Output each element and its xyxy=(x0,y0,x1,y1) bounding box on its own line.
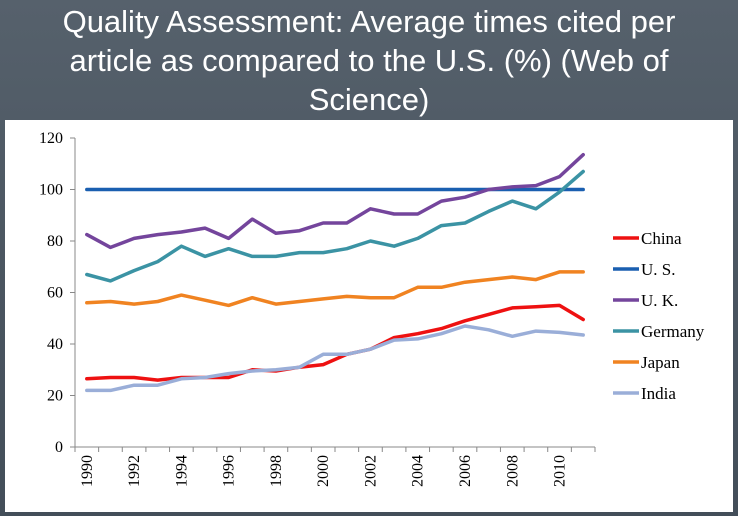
slide-title-line-2: article as compared to the U.S. (%) (Web… xyxy=(69,43,669,78)
y-tick-label: 120 xyxy=(39,130,63,147)
legend-label-u-s: U. S. xyxy=(641,260,675,279)
y-tick-label: 40 xyxy=(47,336,63,353)
legend-label-india: India xyxy=(641,384,676,403)
x-tick-label: 2010 xyxy=(552,455,569,487)
legend-label-u-k: U. K. xyxy=(641,291,678,310)
chart-panel: 0 20 40 60 80 100 120 1990 1992 1994 1996 1998 2000 2… xyxy=(5,120,733,512)
y-tick-label: 60 xyxy=(47,285,63,302)
y-tick-label: 100 xyxy=(39,182,63,199)
x-tick-label: 2008 xyxy=(504,455,521,487)
series-line-germany xyxy=(85,169,585,283)
y-tick-label: 80 xyxy=(47,233,63,250)
series-line-japan xyxy=(85,270,585,308)
slide-title-line-1: Quality Assessment: Average times cited … xyxy=(62,4,676,39)
x-tick-label: 1992 xyxy=(126,455,143,487)
legend-label-china: China xyxy=(641,229,682,248)
slide-title-line-3: Science) xyxy=(308,82,430,117)
x-tick-label: 2006 xyxy=(457,455,474,487)
x-tick-label: 1994 xyxy=(173,455,190,487)
series-line-china xyxy=(85,303,585,382)
x-tick-label: 1998 xyxy=(268,455,285,487)
legend-label-germany: Germany xyxy=(641,322,705,341)
legend-label-japan: Japan xyxy=(641,353,680,372)
x-tick-label: 1996 xyxy=(221,455,238,487)
x-tick-label: 2004 xyxy=(410,455,427,487)
x-tick-label: 2000 xyxy=(315,455,332,487)
y-tick-label: 20 xyxy=(47,388,63,405)
series-line-india xyxy=(85,324,585,393)
line-chart: 0 20 40 60 80 100 120 1990 1992 1994 1996 1998 2000 2… xyxy=(39,130,705,487)
x-tick-label: 1990 xyxy=(79,455,96,487)
y-tick-label: 0 xyxy=(55,439,63,456)
series-line-u-k xyxy=(85,152,585,250)
x-tick-label: 2002 xyxy=(362,455,379,487)
slide-title: Quality Assessment: Average times cited … xyxy=(0,2,738,119)
